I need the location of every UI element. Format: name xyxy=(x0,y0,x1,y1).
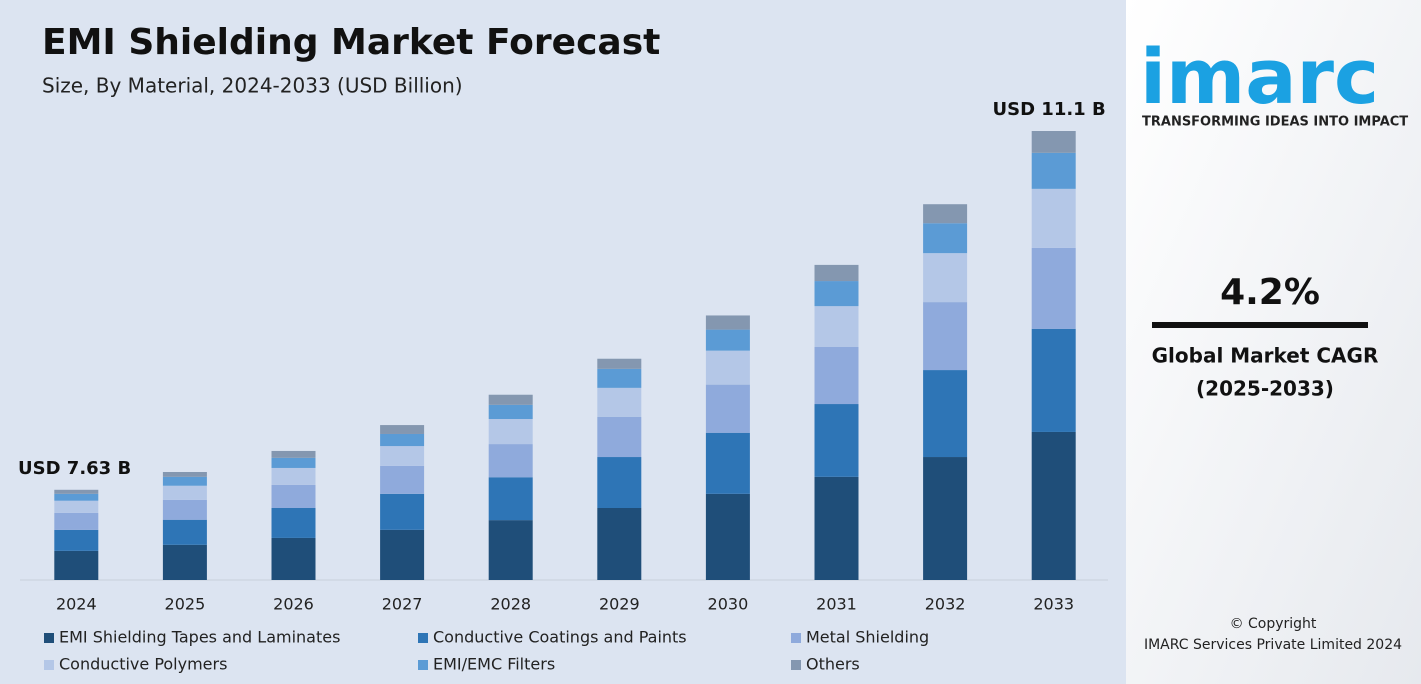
bar-segment xyxy=(162,471,207,477)
bar-segment xyxy=(923,302,968,371)
bar-segment xyxy=(54,493,99,501)
bar-segment xyxy=(271,537,316,580)
legend-swatch xyxy=(44,633,54,643)
bar-segment xyxy=(162,476,207,486)
bar-segment xyxy=(1031,152,1076,189)
bar-segment xyxy=(705,493,750,580)
bar-segment xyxy=(814,347,859,405)
legend-label: EMI Shielding Tapes and Laminates xyxy=(59,628,340,647)
legend-label: Conductive Polymers xyxy=(59,655,227,674)
annotation: USD 11.1 B xyxy=(993,99,1106,120)
bar-segment xyxy=(597,457,642,508)
bar-segment xyxy=(162,499,207,520)
x-tick-label: 2026 xyxy=(273,595,314,614)
bar-segment xyxy=(54,512,99,530)
sidebar-background xyxy=(1126,0,1421,684)
bar-segment xyxy=(923,204,968,224)
bar-segment xyxy=(380,446,425,466)
bar-segment xyxy=(705,432,750,494)
chart-title: EMI Shielding Market Forecast xyxy=(42,22,660,63)
bar-segment xyxy=(705,315,750,330)
bar-segment xyxy=(1031,247,1076,329)
bar-segment xyxy=(488,444,533,478)
bar-segment xyxy=(923,370,968,458)
bar-segment xyxy=(814,281,859,307)
x-tick-label: 2027 xyxy=(382,595,423,614)
legend-swatch xyxy=(791,633,801,643)
chart-subtitle: Size, By Material, 2024-2033 (USD Billio… xyxy=(42,74,463,98)
x-tick-label: 2025 xyxy=(165,595,206,614)
bar-segment xyxy=(705,384,750,433)
bar-segment xyxy=(923,457,968,580)
tagline: TRANSFORMING IDEAS INTO IMPACT xyxy=(1142,115,1408,130)
bar-segment xyxy=(271,467,316,485)
bar-segment xyxy=(488,394,533,405)
bar-segment xyxy=(162,544,207,580)
legend-swatch xyxy=(418,660,428,670)
bar-segment xyxy=(488,477,533,521)
bar-segment xyxy=(597,387,642,417)
x-tick-label: 2024 xyxy=(56,595,97,614)
legend-swatch xyxy=(418,633,428,643)
bar-segment xyxy=(162,485,207,500)
divider xyxy=(1152,322,1368,328)
bar-segment xyxy=(597,368,642,388)
bar-segment xyxy=(54,500,99,513)
logo: imarc xyxy=(1140,32,1379,121)
annotation: USD 7.63 B xyxy=(18,458,131,479)
bar-segment xyxy=(380,433,425,447)
bar-segment xyxy=(1031,431,1076,580)
bar-segment xyxy=(271,484,316,508)
bar-segment xyxy=(380,425,425,434)
bar-segment xyxy=(923,223,968,254)
bar-segment xyxy=(271,450,316,458)
bar-segment xyxy=(54,529,99,551)
legend-label: EMI/EMC Filters xyxy=(433,655,555,674)
x-tick-label: 2030 xyxy=(708,595,749,614)
x-tick-label: 2029 xyxy=(599,595,640,614)
bar-segment xyxy=(488,419,533,445)
bar-segment xyxy=(705,350,750,385)
legend-label: Conductive Coatings and Paints xyxy=(433,628,687,647)
legend-swatch xyxy=(44,660,54,670)
cagr-period: (2025-2033) xyxy=(1196,377,1334,401)
x-tick-label: 2033 xyxy=(1033,595,1074,614)
legend-label: Metal Shielding xyxy=(806,628,929,647)
bar-segment xyxy=(814,476,859,580)
cagr-label: Global Market CAGR xyxy=(1152,344,1379,368)
cagr-value: 4.2% xyxy=(1220,272,1320,313)
bar-segment xyxy=(597,358,642,369)
bar-segment xyxy=(488,404,533,420)
bar-segment xyxy=(597,416,642,458)
bar-segment xyxy=(380,465,425,494)
x-tick-label: 2031 xyxy=(816,595,857,614)
bar-segment xyxy=(488,520,533,580)
x-tick-label: 2032 xyxy=(925,595,966,614)
bar-segment xyxy=(380,529,425,580)
legend-label: Others xyxy=(806,655,860,674)
bar-segment xyxy=(54,489,99,494)
bar-segment xyxy=(597,507,642,580)
bar-segment xyxy=(271,457,316,468)
bar-segment xyxy=(1031,328,1076,432)
bar-segment xyxy=(1031,131,1076,153)
company: IMARC Services Private Limited 2024 xyxy=(1144,637,1402,653)
bar-segment xyxy=(814,264,859,282)
bar-segment xyxy=(54,550,99,580)
x-tick-label: 2028 xyxy=(490,595,531,614)
bar-segment xyxy=(271,507,316,538)
bar-segment xyxy=(380,493,425,530)
bar-segment xyxy=(814,306,859,348)
bar-segment xyxy=(814,404,859,477)
copyright: © Copyright xyxy=(1230,616,1317,632)
bar-segment xyxy=(162,519,207,545)
bar-segment xyxy=(1031,188,1076,248)
bar-segment xyxy=(705,329,750,351)
legend-swatch xyxy=(791,660,801,670)
bar-segment xyxy=(923,253,968,303)
